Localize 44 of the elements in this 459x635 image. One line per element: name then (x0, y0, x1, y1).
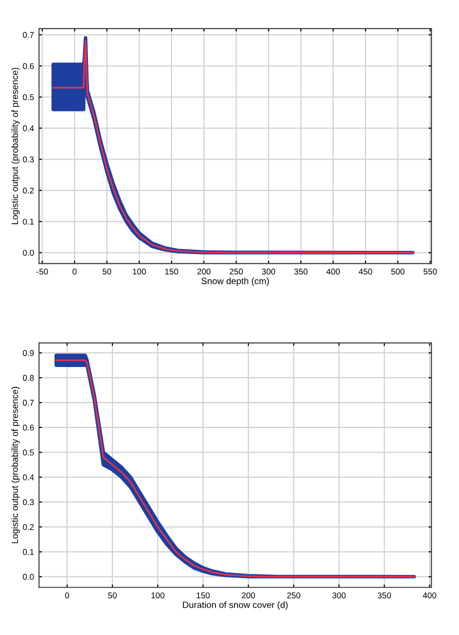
x-tick-label: -50 (36, 268, 48, 275)
y-tick-label: 0.3 (22, 156, 34, 162)
y-tick-label: 0.7 (22, 400, 34, 406)
y-tick-label: 0.6 (22, 424, 34, 431)
x-tick-label: 50 (108, 592, 117, 598)
x-tick-label: 0 (72, 268, 77, 275)
x-tick-label: 350 (378, 592, 391, 598)
y-tick-label: 0.4 (22, 125, 34, 132)
y-tick-label: 0.9 (22, 350, 34, 356)
y-tick-label: 0.0 (22, 574, 34, 580)
x-tick-label: 350 (294, 268, 308, 275)
x-tick-label: 300 (332, 592, 346, 598)
y-tick-label: 0.2 (22, 188, 34, 194)
y-tick-label: 0.5 (22, 450, 34, 456)
x-tick-label: 400 (422, 592, 436, 598)
x-tick-label: 550 (424, 268, 437, 275)
x-tick-label: 150 (165, 268, 178, 275)
y-tick-label: 0.8 (22, 374, 34, 381)
x-tick-label: 150 (196, 592, 210, 598)
y-tick-label: 0.6 (22, 63, 34, 70)
y-tick-label: 0.7 (22, 32, 34, 38)
x-tick-label: 200 (242, 592, 256, 598)
x-tick-label: 50 (102, 268, 112, 275)
x-tick-label: 250 (287, 592, 300, 598)
y-tick-label: 0.4 (22, 474, 34, 480)
x-axis-title: Snow depth (cm) (202, 278, 269, 286)
x-tick-label: 200 (197, 268, 211, 275)
y-tick-label: 0.5 (22, 94, 34, 100)
x-tick-label: 100 (151, 592, 164, 598)
y-axis-title: Logistic output (probability of presence) (11, 68, 20, 224)
x-tick-label: 100 (132, 268, 146, 275)
y-tick-label: 0.1 (22, 549, 34, 555)
x-tick-label: 300 (262, 268, 276, 275)
x-tick-label: 450 (358, 268, 372, 275)
y-tick-label: 0.1 (22, 218, 34, 225)
y-tick-label: 0.2 (22, 524, 34, 530)
x-tick-label: 0 (65, 592, 70, 598)
x-tick-label: 250 (230, 268, 243, 275)
y-axis-title: Logistic output (probability of presence) (11, 386, 20, 544)
y-tick-label: 0.0 (22, 250, 34, 256)
x-tick-label: 400 (326, 268, 340, 275)
x-tick-label: 500 (391, 268, 404, 275)
y-tick-label: 0.3 (22, 499, 34, 506)
x-axis-title: Duration of snow cover (d) (183, 601, 288, 610)
